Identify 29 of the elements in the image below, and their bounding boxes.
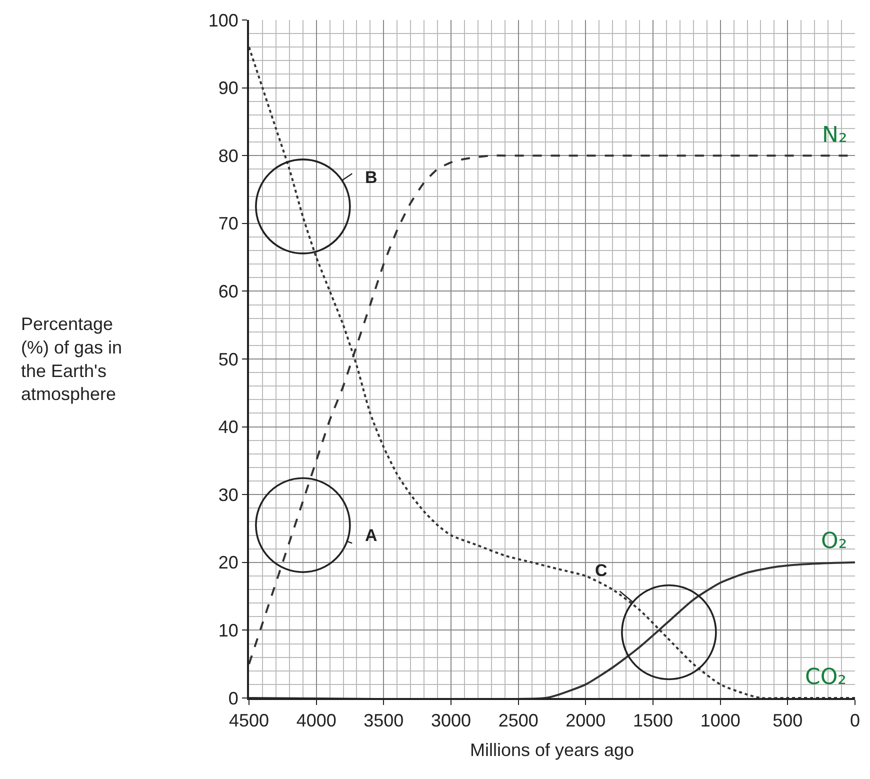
x-tick-label: 0 (850, 710, 860, 731)
y-tick-label: 50 (218, 349, 238, 370)
series-label: O₂ (821, 529, 848, 554)
x-tick-label: 1000 (700, 710, 740, 731)
y-tick-label: 100 (208, 10, 238, 30)
x-tick-label: 4500 (228, 710, 270, 731)
x-tick-label: 2000 (566, 710, 606, 731)
y-tick-label: 0 (228, 688, 238, 708)
y-tick-label: 90 (218, 78, 238, 98)
y-tick-label: 70 (218, 214, 238, 234)
annotation: B (365, 168, 378, 187)
y-tick-label: 60 (218, 282, 238, 302)
x-tick-label: 4000 (296, 710, 336, 731)
annotation: A (365, 526, 378, 545)
y-tick-label: 20 (218, 552, 238, 573)
series-label: CO₂ (805, 665, 846, 690)
x-tick-label: 2500 (498, 710, 538, 731)
x-tick-label: 1500 (632, 710, 674, 731)
series-label: N₂ (822, 123, 848, 148)
y-tick-label: 40 (218, 417, 238, 438)
annotation: C (595, 561, 608, 580)
x-axis-title: Millions of years ago (470, 740, 634, 760)
x-tick-label: 500 (772, 710, 803, 731)
x-tick-label: 3500 (364, 710, 404, 731)
y-tick-label: 30 (218, 484, 238, 505)
y-axis-title: Percentage (%) of gas in the Earth's atmosphere (21, 314, 122, 404)
y-tick-label: 80 (218, 146, 238, 166)
y-tick-label: 10 (218, 620, 238, 640)
x-tick-label: 3000 (430, 710, 472, 731)
